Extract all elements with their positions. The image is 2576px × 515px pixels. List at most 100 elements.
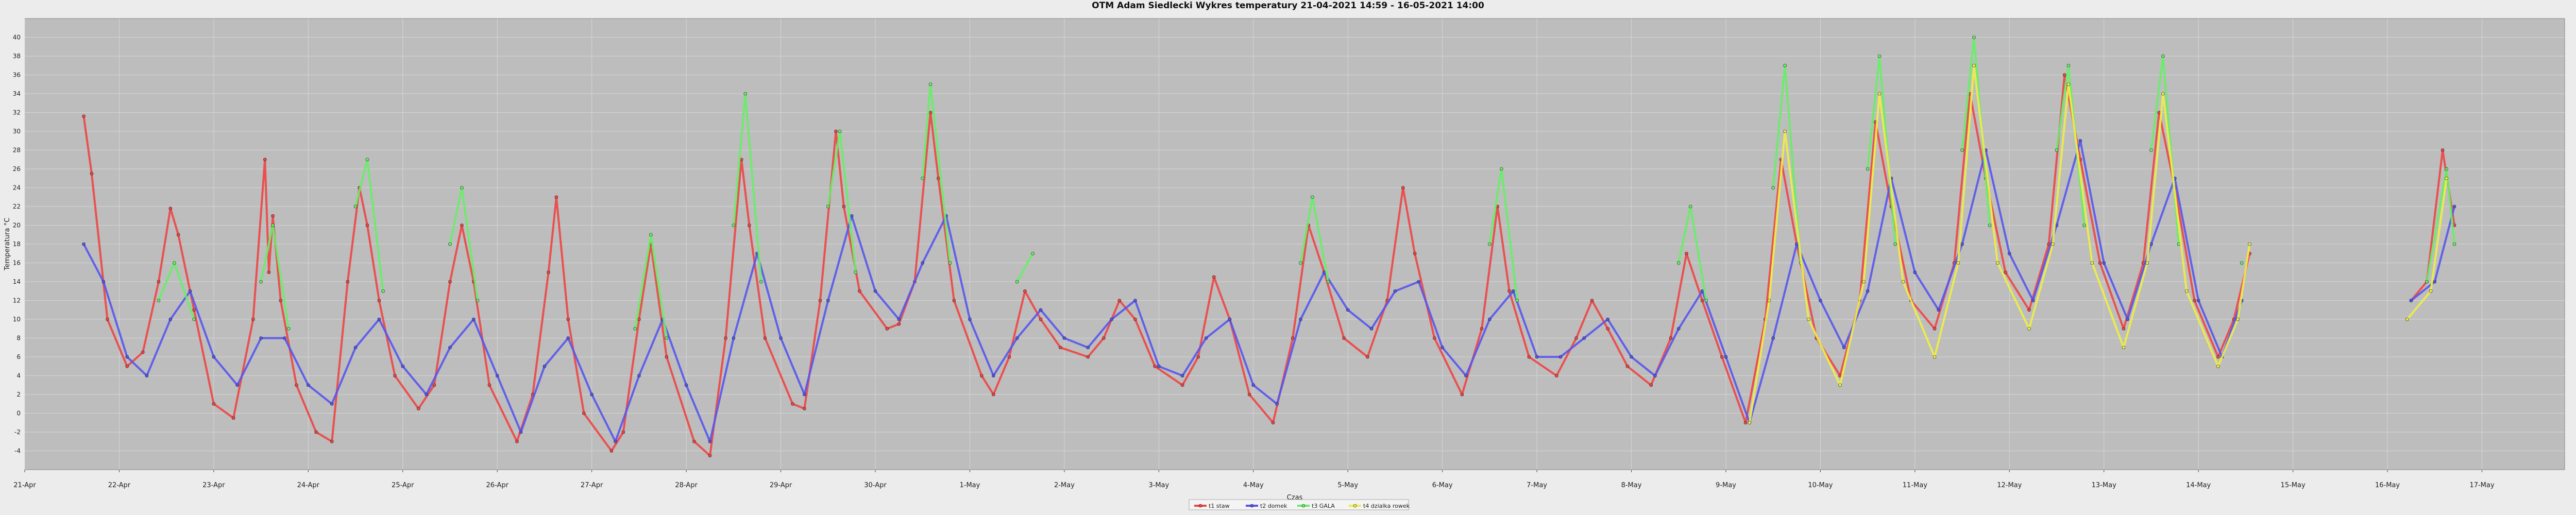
data-point [476,299,480,302]
data-point [448,346,452,350]
data-point [803,392,806,397]
x-tick-label: 27-Apr [581,482,603,489]
data-point [1228,317,1232,321]
data-point [1625,364,1630,368]
data-point [235,383,240,387]
data-point [515,439,519,443]
data-point [330,402,334,406]
legend-marker [1198,504,1202,508]
data-point [1369,327,1374,331]
y-tick-label: 32 [13,109,21,116]
data-point [2078,139,2082,143]
data-point [1819,299,1822,302]
y-tick-label: -4 [14,448,21,455]
data-point [519,430,523,434]
data-point [1110,317,1113,321]
data-point [1271,421,1275,425]
y-tick-label: 20 [13,222,21,229]
data-point [259,280,263,284]
data-point [2027,308,2031,312]
y-tick-label: 36 [13,72,21,79]
data-point [1086,346,1090,350]
data-point [271,214,275,218]
y-tick-label: 34 [13,90,21,97]
data-point [1877,54,1882,58]
data-point [1901,280,1905,284]
data-point [1838,383,1842,387]
data-point [365,158,369,162]
data-point [991,392,995,397]
data-point [2051,242,2055,246]
data-point [417,407,420,410]
data-point [1511,289,1515,293]
data-point [1460,392,1464,397]
x-tick-label: 12-May [1997,482,2022,489]
data-point [2066,63,2071,67]
data-point [1960,242,1964,246]
data-point [759,280,763,284]
x-tick-label: 25-Apr [392,482,414,489]
data-point [1291,336,1295,340]
y-tick-label: 6 [16,353,21,360]
data-point [968,317,972,321]
data-point [1133,317,1137,321]
data-point [1062,336,1066,340]
series-lines [82,36,2456,457]
data-point [1960,148,1964,152]
data-point [472,317,476,321]
data-point [401,364,405,368]
data-point [936,176,940,180]
y-tick-label: 2 [16,391,21,398]
data-point [2161,92,2165,96]
data-point [1704,299,1708,302]
data-point [173,261,176,265]
data-point [1972,36,1976,39]
data-point [2098,261,2102,265]
data-point [854,270,858,274]
data-point [980,374,984,377]
x-tick-label: 10-May [1808,482,1833,489]
data-point [2184,289,2189,293]
data-point [1590,299,1594,302]
data-point [590,392,594,397]
legend-label: t1 staw [1209,503,1230,509]
data-point [168,317,173,321]
data-point [2441,148,2445,152]
data-point [1311,195,1314,199]
x-tick-label: 5-May [1337,482,1358,489]
data-point [684,383,688,387]
data-point [176,233,180,237]
y-tick-label: 16 [13,260,21,267]
data-point [1795,242,1799,246]
data-point [2240,261,2244,265]
y-tick-label: 14 [13,278,21,285]
data-point [1015,336,1019,340]
data-point [381,289,385,293]
data-point [743,92,748,96]
data-point [1433,336,1436,340]
data-point [732,224,736,227]
data-point [157,299,161,302]
data-point [1031,251,1035,255]
data-point [1299,261,1302,265]
data-point [145,374,149,377]
data-point [858,289,861,293]
data-point [708,454,712,457]
data-point [621,430,625,434]
data-point [286,327,291,331]
data-point [2452,242,2456,246]
data-point [1196,355,1200,359]
data-point [353,346,358,350]
data-point [921,261,924,265]
data-point [1866,167,1870,171]
legend: t1 staw t2 domek t3 GALA t4 dzialka rowek [1189,499,1410,510]
data-point [1724,355,1728,359]
data-point [1807,317,1810,321]
data-point [1606,327,1609,331]
x-tick-label: 17-May [2469,482,2494,489]
data-point [1440,346,1444,350]
y-tick-label: 0 [16,410,21,417]
data-point [2433,280,2437,284]
data-point [495,374,499,377]
